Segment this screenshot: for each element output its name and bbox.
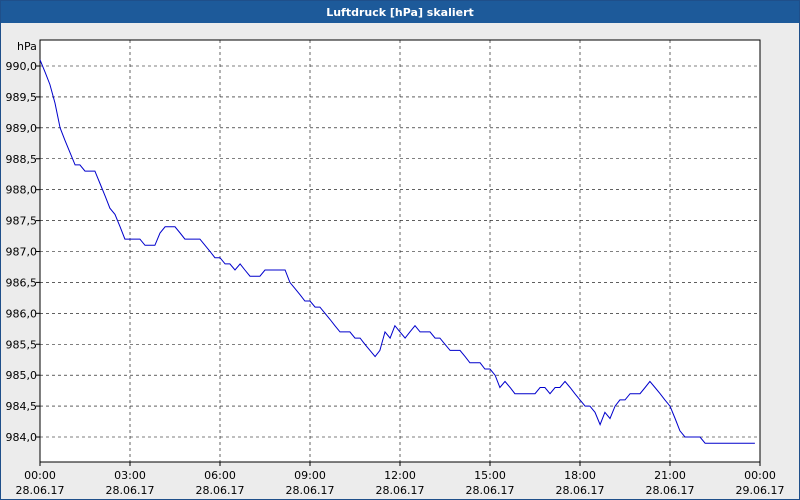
x-tick-date-label: 28.06.17 bbox=[286, 484, 335, 497]
x-tick-date-label: 28.06.17 bbox=[106, 484, 155, 497]
y-tick-label: 988,0 bbox=[6, 184, 38, 197]
y-tick-label: 987,5 bbox=[6, 215, 38, 228]
y-tick-label: 989,5 bbox=[6, 91, 38, 104]
y-tick-label: 984,5 bbox=[6, 400, 38, 413]
series-line-luftdruck bbox=[39, 59, 755, 444]
y-tick-label: 985,5 bbox=[6, 338, 38, 351]
y-tick-label: 990,0 bbox=[6, 60, 38, 73]
x-tick-time-label: 09:00 bbox=[294, 469, 326, 482]
x-tick-time-label: 12:00 bbox=[384, 469, 416, 482]
x-tick-date-label: 28.06.17 bbox=[466, 484, 515, 497]
x-tick-date-label: 28.06.17 bbox=[556, 484, 605, 497]
y-tick-label: 986,5 bbox=[6, 276, 38, 289]
y-axis-unit-label: hPa bbox=[17, 40, 37, 53]
x-tick-date-label: 29.06.17 bbox=[736, 484, 785, 497]
x-tick-time-label: 21:00 bbox=[654, 469, 686, 482]
y-tick-label: 984,0 bbox=[6, 431, 38, 444]
y-tick-label: 988,5 bbox=[6, 153, 38, 166]
x-tick-date-label: 28.06.17 bbox=[376, 484, 425, 497]
x-tick-date-label: 28.06.17 bbox=[196, 484, 245, 497]
x-tick-date-label: 28.06.17 bbox=[16, 484, 65, 497]
y-axis-ticks: 990,0 989,5 989,0 988,5 988,0 987,5 987,0 986,5… bbox=[6, 60, 40, 444]
grid-lines bbox=[40, 40, 760, 462]
y-tick-label: 987,0 bbox=[6, 246, 38, 259]
x-axis-ticks: 00:00 28.06.17 03:00 28.06.17 06:00 28.06.17 0… bbox=[16, 462, 785, 497]
y-tick-label: 989,0 bbox=[6, 122, 38, 135]
x-tick-time-label: 15:00 bbox=[474, 469, 506, 482]
x-tick-time-label: 18:00 bbox=[564, 469, 596, 482]
x-tick-time-label: 06:00 bbox=[204, 469, 236, 482]
x-tick-date-label: 28.06.17 bbox=[646, 484, 695, 497]
chart-title: Luftdruck [hPa] skaliert bbox=[1, 1, 799, 23]
y-tick-label: 985,0 bbox=[6, 369, 38, 382]
x-tick-time-label: 00:00 bbox=[24, 469, 56, 482]
y-tick-label: 986,0 bbox=[6, 307, 38, 320]
x-tick-time-label: 00:00 bbox=[744, 469, 776, 482]
x-tick-time-label: 03:00 bbox=[114, 469, 146, 482]
